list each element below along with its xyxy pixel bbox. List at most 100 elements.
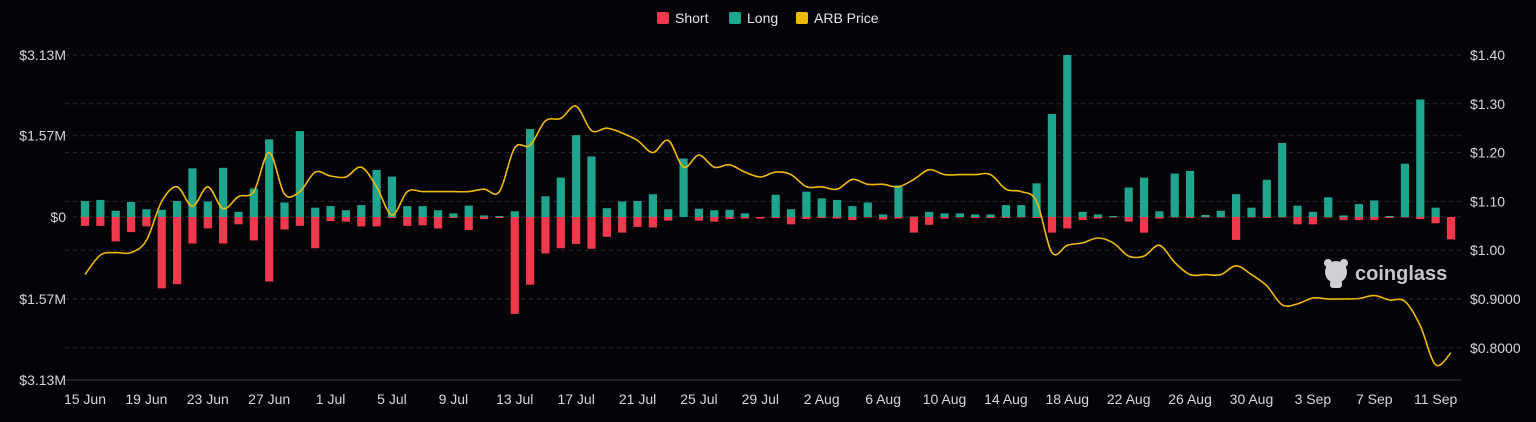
short-bar — [602, 217, 611, 237]
long-bar — [510, 211, 519, 217]
long-bar — [710, 210, 719, 217]
x-axis-tick-label: 5 Jul — [377, 391, 407, 407]
short-bar — [326, 217, 335, 222]
short-bar — [1308, 217, 1317, 225]
short-bar — [1124, 217, 1133, 222]
long-bar — [541, 196, 550, 217]
short-bar — [648, 217, 657, 228]
short-bar — [710, 217, 719, 222]
short-bar — [372, 217, 381, 227]
long-bar — [1155, 211, 1164, 217]
short-bar — [740, 217, 750, 219]
long-bar — [280, 202, 289, 217]
short-bar — [249, 217, 258, 241]
long-bar — [1185, 170, 1195, 217]
legend[interactable]: Short Long ARB Price — [657, 10, 879, 26]
short-bar — [188, 217, 197, 244]
right-axis-tick-label: $1.00 — [1470, 242, 1505, 258]
legend-label: Short — [675, 10, 709, 26]
x-axis-tick-label: 3 Sep — [1295, 391, 1332, 407]
long-bar — [387, 176, 397, 217]
short-bar — [234, 217, 243, 225]
long-bar — [940, 213, 949, 217]
short-bar — [142, 217, 151, 227]
short-bar — [172, 217, 182, 285]
short-bar — [96, 217, 105, 226]
long-bar — [1354, 204, 1364, 217]
short-bar — [1109, 217, 1118, 218]
long-bar — [126, 201, 136, 217]
long-bar — [832, 199, 842, 217]
right-axis-tick-label: $1.40 — [1470, 47, 1505, 63]
long-bar — [341, 210, 351, 217]
long-bar — [295, 131, 304, 217]
long-bar — [1385, 215, 1394, 217]
x-axis-tick-label: 9 Jul — [439, 391, 469, 407]
long-bar — [955, 213, 964, 217]
right-axis-tick-label: $1.30 — [1470, 96, 1505, 112]
short-bar — [464, 217, 473, 231]
short-bar — [341, 217, 351, 222]
legend-item-arb-price[interactable]: ARB Price — [796, 10, 879, 26]
logo-body-shape — [1330, 280, 1342, 288]
short-bar — [157, 217, 166, 289]
x-axis-tick-label: 21 Jul — [619, 391, 656, 407]
long-bar — [817, 198, 826, 217]
legend-item-long[interactable]: Long — [729, 10, 778, 26]
short-bar — [955, 217, 964, 218]
x-axis-tick-label: 14 Aug — [984, 391, 1028, 407]
long-bar — [1139, 177, 1149, 217]
short-bar — [1431, 217, 1440, 224]
short-bar — [1001, 217, 1010, 219]
x-axis-tick-label: 7 Sep — [1356, 391, 1393, 407]
x-axis-tick-label: 25 Jul — [680, 391, 717, 407]
short-bar — [618, 217, 627, 233]
short-bar — [694, 217, 704, 221]
short-bar — [1093, 217, 1103, 219]
short-bar — [510, 217, 519, 314]
x-axis-tick-label: 30 Aug — [1230, 391, 1274, 407]
short-bar — [1247, 217, 1256, 218]
long-bar — [418, 206, 427, 217]
long-bar — [1001, 205, 1010, 217]
short-bar — [126, 217, 136, 233]
long-bar — [1308, 211, 1317, 217]
x-axis-tick-label: 2 Aug — [804, 391, 840, 407]
short-bar — [1354, 217, 1364, 221]
short-bar — [80, 217, 90, 226]
short-bar — [802, 217, 811, 220]
x-axis: 15 Jun 19 Jun 23 Jun 27 Jun 1 Jul 5 Jul 9 Jul 1… — [64, 391, 1458, 407]
legend-item-short[interactable]: Short — [657, 10, 709, 26]
short-bar — [1047, 217, 1057, 233]
x-axis-tick-label: 1 Jul — [316, 391, 346, 407]
short-bar — [219, 217, 228, 244]
left-axis-tick-label: $3.13M — [19, 372, 66, 388]
long-bar — [1416, 99, 1425, 217]
x-axis-tick-label: 26 Aug — [1168, 391, 1212, 407]
x-axis-tick-label: 27 Jun — [248, 391, 290, 407]
short-bar — [1185, 217, 1195, 219]
bar-series — [80, 55, 1456, 314]
short-bar — [387, 217, 397, 219]
short-bar — [1262, 217, 1271, 219]
x-axis-tick-label: 17 Jul — [557, 391, 594, 407]
short-bar — [403, 217, 412, 226]
short-bar — [1400, 217, 1410, 218]
short-bar — [556, 217, 565, 249]
long-bar — [403, 206, 412, 217]
long-bar — [80, 200, 90, 217]
short-bar — [526, 217, 535, 285]
long-bar — [572, 135, 581, 217]
short-bar — [1385, 217, 1394, 219]
short-bar — [725, 217, 734, 220]
left-axis: $3.13M $1.57M $0 $1.57M $3.13M — [19, 47, 66, 388]
long-bar — [495, 215, 504, 217]
long-bar — [157, 209, 166, 217]
long-bar — [1109, 215, 1118, 217]
long-bar — [786, 209, 796, 217]
right-axis-tick-label: $1.10 — [1470, 193, 1505, 209]
long-bar — [1017, 205, 1026, 217]
long-bar — [249, 188, 258, 217]
long-bar — [1232, 194, 1241, 217]
right-axis-tick-label: $0.8000 — [1470, 340, 1521, 356]
